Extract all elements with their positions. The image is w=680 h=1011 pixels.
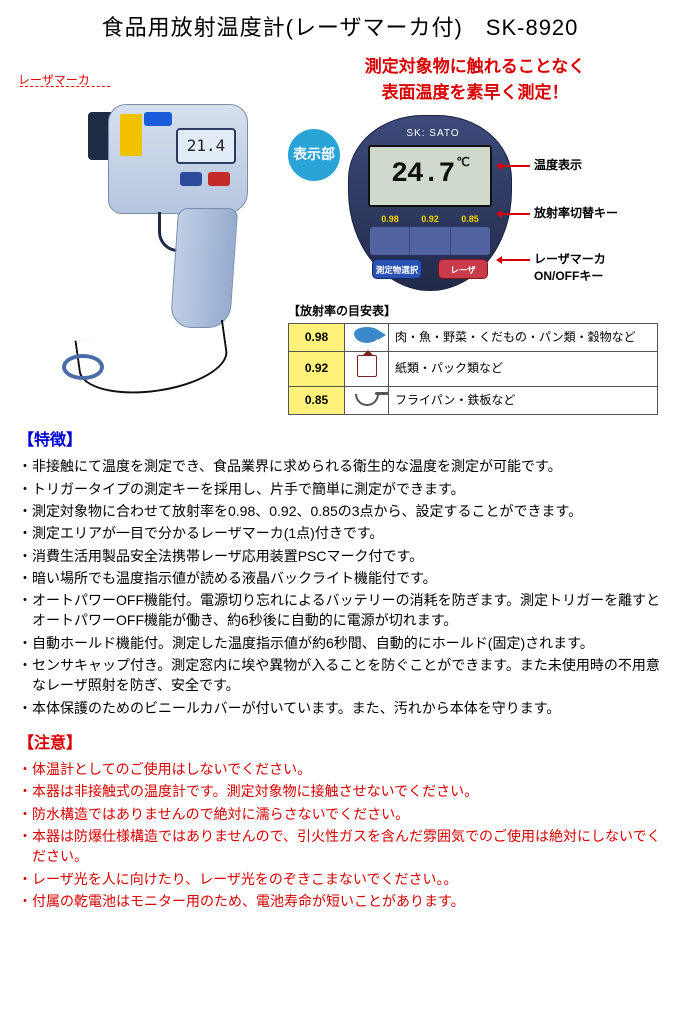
list-item: レーザ光を人に向けたり、レーザ光をのぞきこまないでください。。	[18, 869, 662, 889]
callout-temp-display: 温度表示	[534, 157, 582, 174]
device-illustration: レーザマーカ 21.4	[18, 54, 278, 404]
emissivity-desc: フライパン・鉄板など	[389, 386, 658, 414]
display-closeup: SK: SATO 24.7℃ 0.98 0.92 0.85 測定物選択 レーザ	[348, 115, 518, 295]
device-warning-label	[120, 114, 142, 156]
list-item: 非接触にて温度を測定でき、食品業界に求められる衛生的な温度を測定が可能です。	[18, 456, 662, 476]
table-row: 0.85 フライパン・鉄板など	[289, 386, 658, 414]
lcd-unit: ℃	[456, 155, 468, 172]
em-scale-val: 0.85	[450, 213, 490, 227]
emissivity-table-wrap: 【放射率の目安表】 0.98 肉・魚・野菜・くだもの・パン類・穀物など 0.92…	[288, 303, 662, 416]
table-row: 0.98 肉・魚・野菜・くだもの・パン類・穀物など	[289, 323, 658, 351]
display-badge: 表示部	[288, 129, 340, 181]
emissivity-desc: 肉・魚・野菜・くだもの・パン類・穀物など	[389, 323, 658, 351]
list-item: 測定対象物に合わせて放射率を0.98、0.92、0.85の3点から、設定すること…	[18, 501, 662, 521]
features-list: 非接触にて温度を測定でき、食品業界に求められる衛生的な温度を測定が可能です。トリ…	[18, 456, 662, 718]
display-lcd: 24.7℃	[368, 145, 492, 207]
list-item: 暗い場所でも温度指示値が読める液晶バックライト機能付です。	[18, 568, 662, 588]
headline: 測定対象物に触れることなく 表面温度を素早く測定！	[288, 54, 662, 107]
em-scale-val: 0.92	[410, 213, 450, 227]
laser-button: レーザ	[438, 259, 488, 279]
list-item: 本体保護のためのビニールカバーが付いています。また、汚れから本体を守ります。	[18, 698, 662, 718]
list-item: トリガータイプの測定キーを採用し、片手で簡単に測定ができます。	[18, 479, 662, 499]
device-brand-label	[144, 112, 172, 126]
features-heading: 【特徴】	[18, 429, 662, 452]
emissivity-table-title: 【放射率の目安表】	[288, 303, 662, 320]
pack-icon	[345, 352, 389, 386]
table-row: 0.92 紙類・パック類など	[289, 352, 658, 386]
callout-emissivity-key: 放射率切替キー	[534, 205, 618, 222]
list-item: 自動ホールド機能付。測定した温度指示値が約6秒間、自動的にホールド(固定)されま…	[18, 633, 662, 653]
em-scale-val: 0.98	[370, 213, 410, 227]
device-red-button	[208, 172, 230, 186]
list-item: 測定エリアが一目で分かるレーザマーカ(1点)付きです。	[18, 523, 662, 543]
list-item: 防水構造ではありませんので絶対に濡らさないでください。	[18, 804, 662, 824]
list-item: 体温計としてのご使用はしないでください。	[18, 759, 662, 779]
page-title: 食品用放射温度計(レーザマーカ付) SK-8920	[18, 12, 662, 44]
list-item: 付属の乾電池はモニター用のため、電池寿命が短いことがあります。	[18, 891, 662, 911]
device-lcd: 21.4	[176, 128, 236, 164]
emissivity-icons	[370, 227, 490, 255]
pan-icon	[345, 386, 389, 414]
device-handle	[170, 208, 238, 328]
emissivity-desc: 紙類・パック類など	[389, 352, 658, 386]
list-item: 消費生活用製品安全法携帯レーザ応用装置PSCマーク付です。	[18, 546, 662, 566]
emissivity-value: 0.98	[289, 323, 345, 351]
select-button: 測定物選択	[372, 259, 422, 279]
emissivity-table: 0.98 肉・魚・野菜・くだもの・パン類・穀物など 0.92 紙類・パック類など…	[288, 323, 658, 415]
display-callouts: 温度表示 放射率切替キー レーザマーカ ON/OFFキー	[526, 115, 662, 293]
list-item: 本器は非接触式の温度計です。測定対象物に接触させないでください。	[18, 781, 662, 801]
lcd-value: 24.7	[391, 155, 454, 196]
cautions-heading: 【注意】	[18, 732, 662, 755]
list-item: センサキャップ付き。測定窓内に埃や異物が入ることを防ぐことができます。また未使用…	[18, 655, 662, 696]
fish-icon	[345, 323, 389, 351]
display-brand: SK: SATO	[348, 127, 518, 142]
laser-marker-label: レーザマーカ	[18, 72, 90, 89]
right-column: 測定対象物に触れることなく 表面温度を素早く測定！ 表示部 SK: SATO 2…	[288, 54, 662, 415]
device-strap-ring	[62, 354, 104, 380]
list-item: 本器は防爆仕様構造ではありませんので、引火性ガスを含んだ雰囲気でのご使用は絶対に…	[18, 826, 662, 867]
emissivity-value: 0.85	[289, 386, 345, 414]
list-item: オートパワーOFF機能付。電源切り忘れによるバッテリーの消耗を防ぎます。測定トリ…	[18, 590, 662, 631]
cautions-list: 体温計としてのご使用はしないでください。本器は非接触式の温度計です。測定対象物に…	[18, 759, 662, 911]
emissivity-scale: 0.98 0.92 0.85	[370, 213, 490, 227]
display-row: 表示部 SK: SATO 24.7℃ 0.98 0.92 0.85 測定物選択 …	[288, 115, 662, 295]
callout-laser-key: レーザマーカ ON/OFFキー	[534, 251, 606, 286]
device-blue-button	[180, 172, 202, 186]
hero-row: レーザマーカ 21.4 測定対象物に触れることなく 表面温度を素早く測定！ 表示…	[18, 54, 662, 415]
emissivity-value: 0.92	[289, 352, 345, 386]
